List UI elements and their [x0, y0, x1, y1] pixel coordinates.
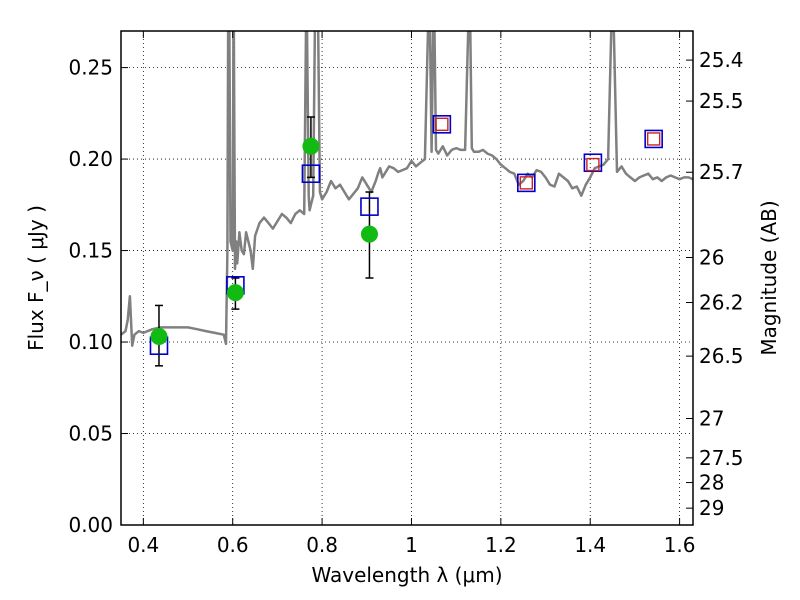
- spectrum-layer: [121, 31, 693, 347]
- y-tick-label: 0.00: [68, 513, 113, 537]
- grid: [121, 31, 693, 526]
- mag-tick-label: 25.5: [699, 89, 744, 113]
- model-point-marker: [644, 129, 663, 149]
- model-point-marker: [301, 164, 321, 184]
- observed-point-marker: [150, 328, 168, 346]
- tick-layer: 0.4 0.6 0.8 1 1.2 1.4 1.6 0.00 0.05 0.10 0.15 0.20 0…: [68, 31, 744, 557]
- mag-tick-label: 26.5: [699, 344, 744, 368]
- x-tick-label: 1.2: [485, 533, 517, 557]
- model-point-marker: [432, 115, 452, 134]
- x-tick-label: 0.6: [217, 533, 249, 557]
- mag-tick-label: 25.7: [699, 160, 744, 184]
- y-tick-label: 0.10: [68, 330, 113, 354]
- y-tick-label: 0.15: [68, 239, 113, 263]
- nir-point-marker: [646, 132, 661, 146]
- observed-point-marker: [360, 225, 378, 243]
- nir-point-marker: [586, 157, 600, 172]
- mag-tick-label: 25.4: [699, 48, 744, 72]
- x-tick-label: 1: [405, 533, 418, 557]
- mag-tick-label: 27: [699, 407, 724, 431]
- x-axis-label: Wavelength λ (μm): [311, 563, 502, 587]
- marker-layer: [149, 115, 663, 367]
- nir-point-marker: [435, 117, 449, 132]
- mag-tick-label: 26: [699, 246, 724, 270]
- y2-axis-label: Magnitude (AB): [757, 200, 781, 355]
- mag-tick-label: 26.2: [699, 291, 744, 315]
- observed-point-marker: [226, 284, 244, 302]
- spectrum-line: [121, 31, 693, 347]
- mag-tick-label: 27.5: [699, 446, 744, 470]
- y-tick-label: 0.25: [68, 56, 113, 80]
- y-axis-label: Flux F_ν ( μJy ): [24, 205, 48, 351]
- mag-tick-label: 29: [699, 496, 724, 520]
- model-point-marker: [360, 197, 379, 216]
- y-tick-label: 0.20: [68, 147, 113, 171]
- x-tick-label: 0.8: [306, 533, 338, 557]
- mag-tick-label: 28: [699, 471, 724, 495]
- plot-frame: [120, 30, 694, 526]
- y-tick-label: 0.05: [68, 422, 113, 446]
- x-tick-label: 0.4: [127, 533, 159, 557]
- model-point-marker: [517, 173, 536, 193]
- nir-point-marker: [519, 176, 534, 190]
- observed-point-marker: [302, 137, 320, 155]
- x-tick-label: 1.4: [574, 533, 606, 557]
- x-tick-label: 1.6: [664, 533, 696, 557]
